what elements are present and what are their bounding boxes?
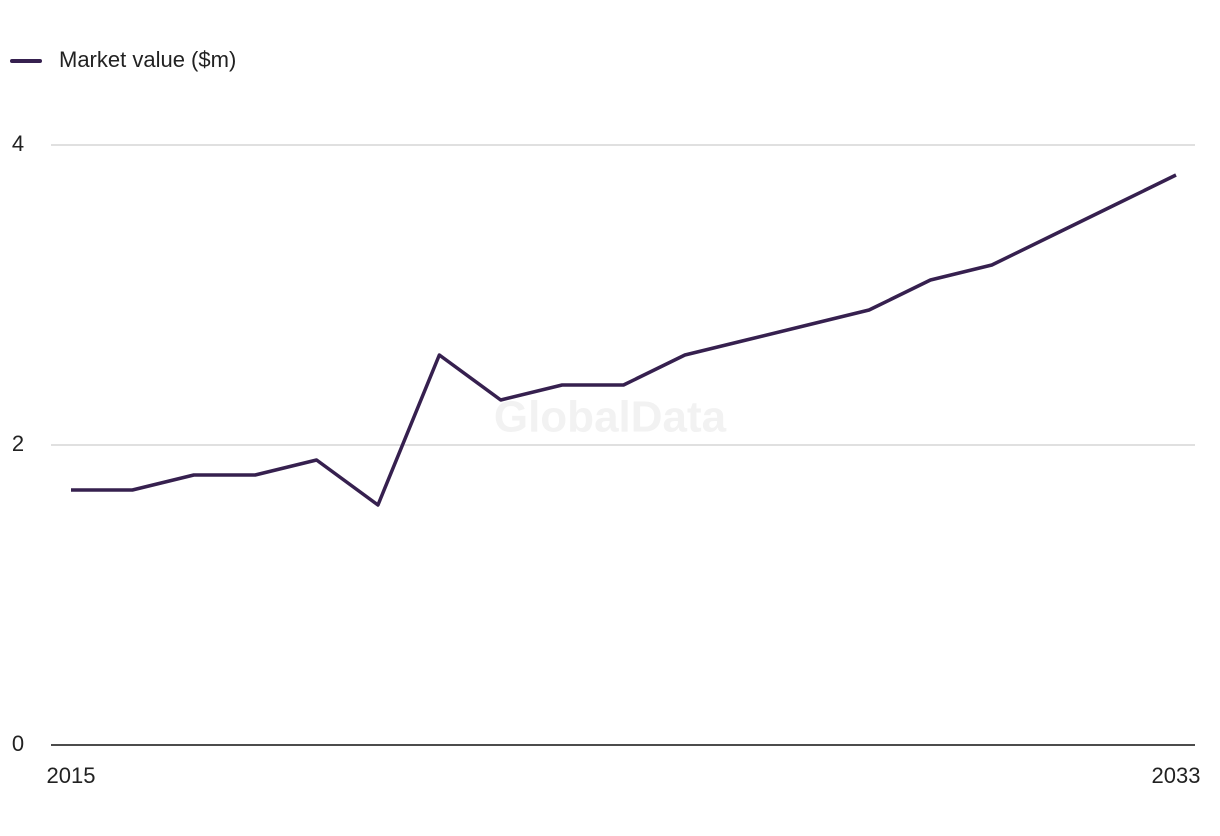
x-tick-label: 2015	[47, 763, 96, 788]
watermark: GlobalData	[494, 393, 727, 442]
x-tick-label: 2033	[1152, 763, 1201, 788]
legend-label: Market value ($m)	[59, 47, 236, 72]
y-tick-label: 4	[12, 131, 24, 156]
y-tick-label: 0	[12, 731, 24, 756]
line-series	[71, 173, 1177, 507]
y-tick-label: 2	[12, 431, 24, 456]
